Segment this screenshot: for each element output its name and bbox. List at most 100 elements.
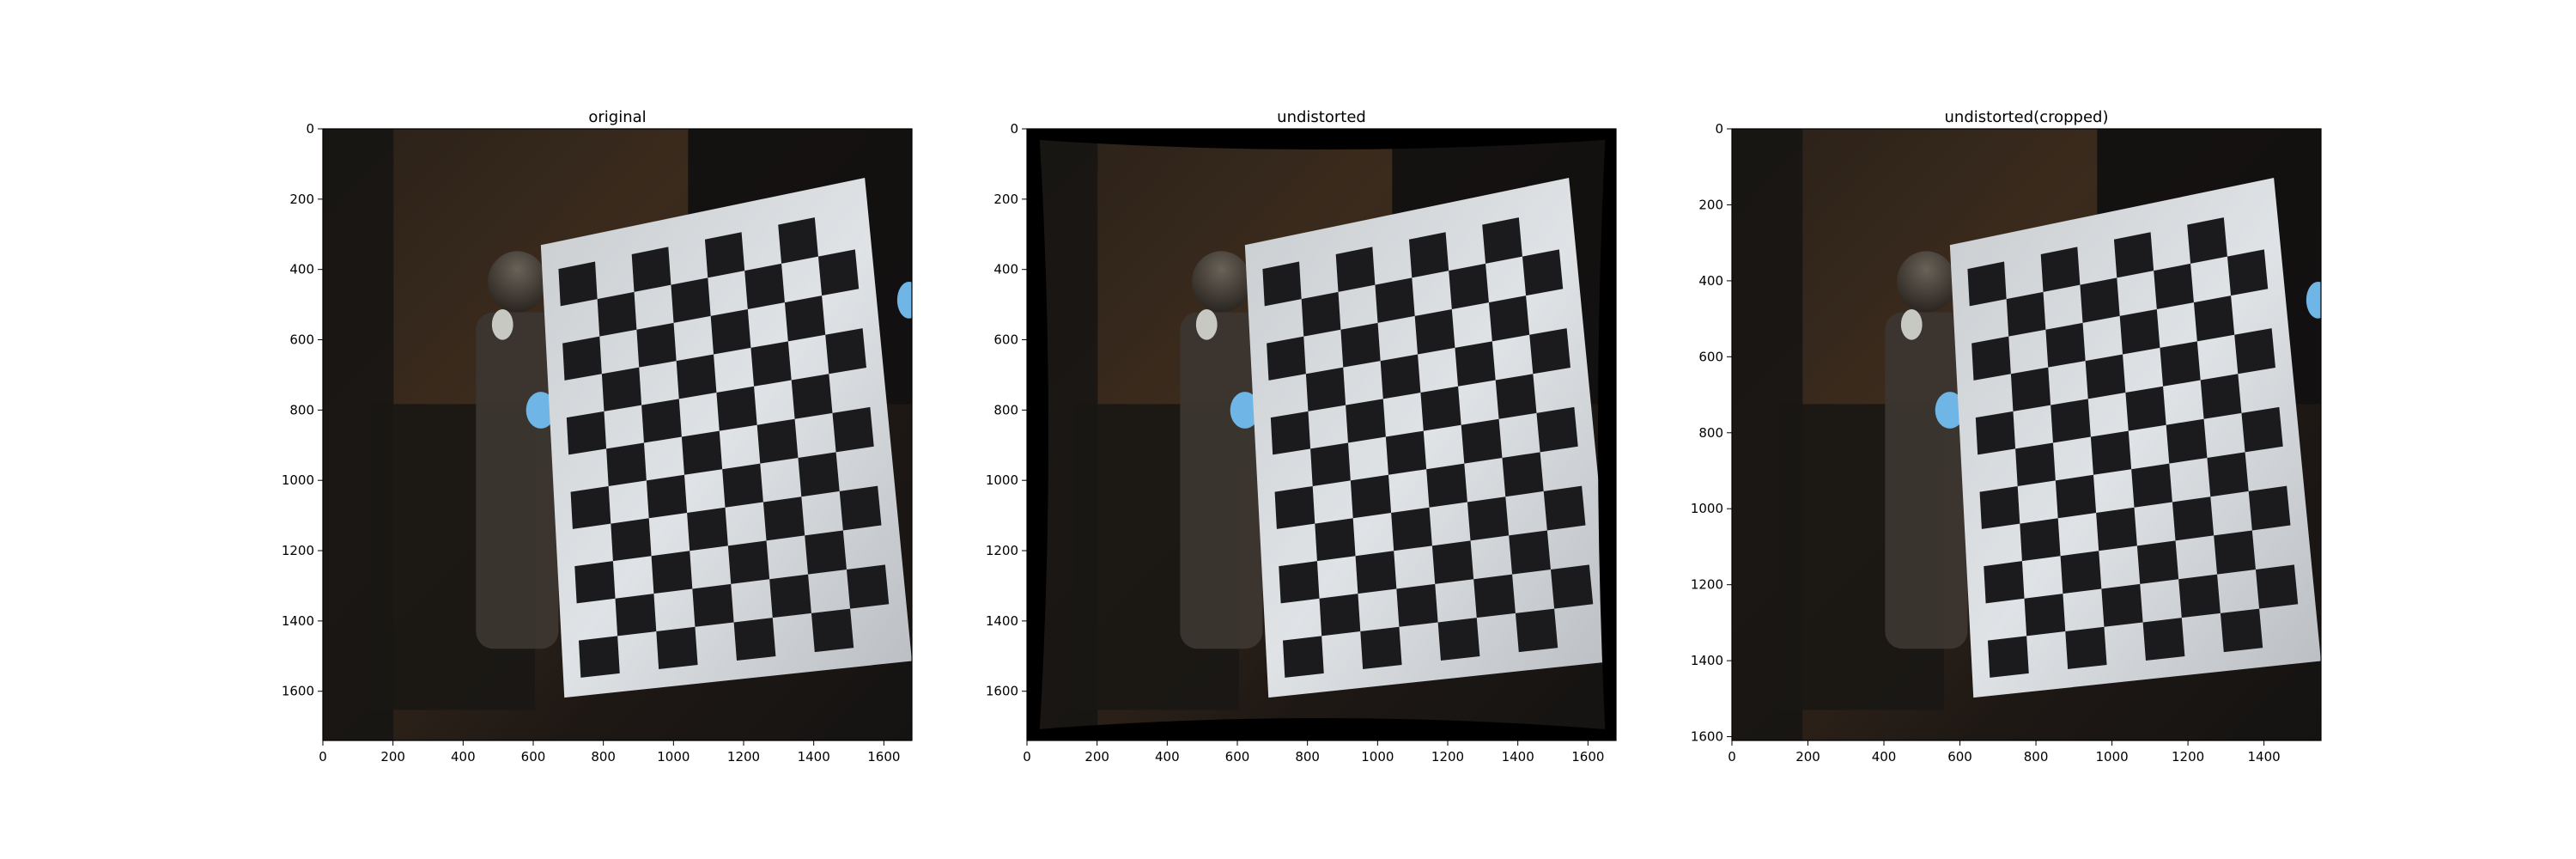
y-tick-label: 1400 xyxy=(282,613,314,629)
checker-square xyxy=(1426,463,1467,508)
y-tick-label: 600 xyxy=(993,332,1018,348)
checker-square xyxy=(1340,322,1381,368)
y-tick-label: 1000 xyxy=(986,472,1018,488)
x-tick-label: 200 xyxy=(1084,749,1109,765)
x-tick-label: 1200 xyxy=(727,749,760,765)
photo-2 xyxy=(1027,129,1616,740)
x-tick-label: 1400 xyxy=(798,749,830,765)
checker-square xyxy=(2010,367,2051,411)
panel-1: original 0 200 400 600 800 1000 1200 1400 1600 0 20… xyxy=(282,108,913,765)
checker-square xyxy=(1380,354,1421,399)
checker-square xyxy=(2200,374,2242,419)
x-tick-label: 400 xyxy=(1872,749,1897,765)
axes-frame xyxy=(1026,128,1617,741)
x-tick-label: 800 xyxy=(2024,749,2049,765)
checker-square xyxy=(631,247,671,292)
y-tick-label: 200 xyxy=(289,192,314,207)
checker-square xyxy=(570,486,611,529)
checker-square xyxy=(2101,583,2143,627)
checker-square xyxy=(750,341,792,387)
checker-square xyxy=(2119,309,2160,355)
checker-square xyxy=(1274,486,1315,529)
y-tick-label: 200 xyxy=(993,192,1018,207)
checker-square xyxy=(2113,232,2154,278)
checker-square xyxy=(671,277,711,323)
checker-square xyxy=(1396,583,1438,627)
checker-square xyxy=(1482,217,1522,264)
checker-square xyxy=(1488,295,1530,342)
checker-square xyxy=(784,295,826,342)
checker-square xyxy=(2207,452,2249,497)
x-tick-label: 1000 xyxy=(1361,749,1394,765)
checker-square xyxy=(1346,399,1386,443)
checker-square xyxy=(1375,277,1415,323)
checker-square xyxy=(1455,341,1496,387)
checker-square xyxy=(2096,507,2137,551)
y-tick-label: 1600 xyxy=(282,684,314,699)
checker-square xyxy=(798,452,840,497)
checker-square xyxy=(2024,594,2066,637)
checker-square xyxy=(2020,518,2061,562)
checker-square xyxy=(2065,626,2107,669)
checker-square xyxy=(1319,594,1361,637)
checker-square xyxy=(611,518,652,562)
checker-square xyxy=(817,249,860,296)
checker-square xyxy=(2142,618,2185,661)
checker-square xyxy=(578,636,620,678)
checker-square xyxy=(1473,574,1516,618)
checker-square xyxy=(1385,430,1427,475)
checker-square xyxy=(2248,485,2291,531)
photo-3 xyxy=(1732,129,2321,740)
x-tick-label: 1000 xyxy=(657,749,690,765)
checker-square xyxy=(1467,497,1510,541)
y-tick-label: 400 xyxy=(1698,273,1723,289)
checker-square xyxy=(1529,328,1571,375)
y-tick-label: 1600 xyxy=(1691,729,1723,745)
panel-2: undistorted 0 200 400 600 800 1000 1200 1400 1600… xyxy=(986,108,1617,765)
x-tick-label: 0 xyxy=(1023,749,1031,765)
x-tick-label: 600 xyxy=(1947,749,1972,765)
checker-square xyxy=(641,399,682,443)
checker-square xyxy=(1305,367,1346,411)
checker-square xyxy=(2187,217,2227,264)
checker-square xyxy=(676,354,717,399)
checker-square xyxy=(704,232,745,278)
y-tick-label: 0 xyxy=(1010,121,1018,137)
checker-square xyxy=(1550,564,1594,609)
checker-square xyxy=(2166,418,2208,464)
checker-square xyxy=(1360,626,1402,669)
checker-square xyxy=(2136,540,2179,584)
axes-frame xyxy=(1731,128,2322,741)
y-tick-label: 1200 xyxy=(282,543,314,558)
y-tick-label: 400 xyxy=(993,262,1018,277)
panel-title: undistorted xyxy=(1277,108,1366,126)
checker-square xyxy=(1536,406,1578,453)
panel-title: undistorted(cropped) xyxy=(1945,108,2109,126)
checker-square xyxy=(1543,485,1586,531)
y-tick-label: 1000 xyxy=(282,472,314,488)
checker-square xyxy=(574,561,616,604)
checker-square xyxy=(2080,277,2120,323)
checker-square xyxy=(1408,232,1449,278)
checker-square xyxy=(1437,618,1480,661)
y-tick-label: 1200 xyxy=(1691,577,1723,593)
checker-square xyxy=(597,291,637,337)
checker-square xyxy=(615,594,657,637)
checker-square xyxy=(2045,322,2086,368)
checker-square xyxy=(2085,354,2126,399)
checker-square xyxy=(2131,463,2172,508)
x-tick-label: 0 xyxy=(319,749,327,765)
checker-square xyxy=(1355,551,1397,594)
y-tick-label: 600 xyxy=(289,332,314,348)
y-tick-label: 1600 xyxy=(986,684,1018,699)
checker-square xyxy=(811,608,854,653)
checker-square xyxy=(1335,247,1376,292)
checker-square xyxy=(710,309,751,355)
checker-square xyxy=(1522,249,1564,296)
checker-square xyxy=(2193,295,2235,342)
y-tick-label: 600 xyxy=(1698,349,1723,364)
y-tick-label: 1400 xyxy=(1691,653,1723,668)
checker-square xyxy=(1984,561,2025,604)
x-tick-label: 800 xyxy=(1295,749,1320,765)
checker-square xyxy=(681,430,723,475)
